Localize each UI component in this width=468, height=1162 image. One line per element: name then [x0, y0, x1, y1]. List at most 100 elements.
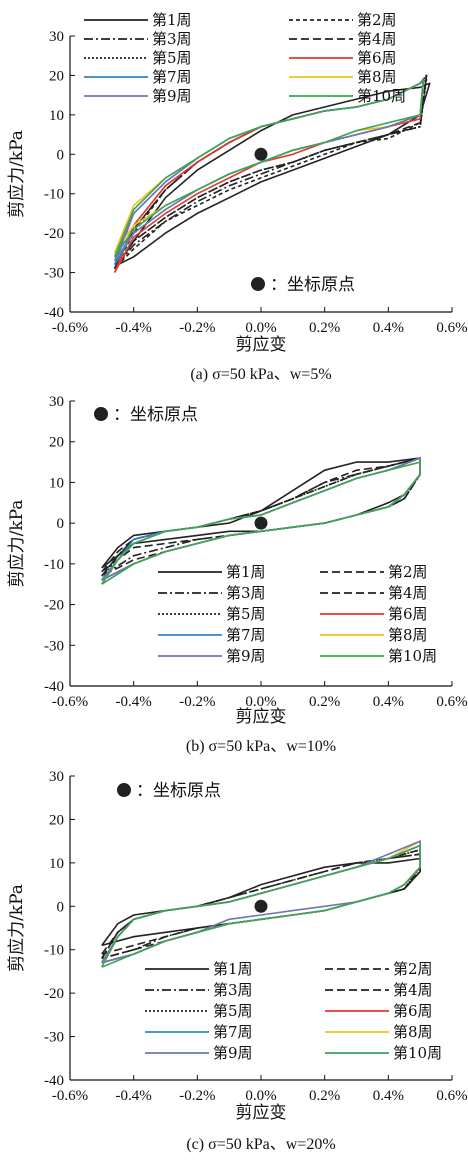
- legend-label-5: 第5周: [152, 49, 192, 67]
- y-tick-label: 10: [49, 108, 64, 124]
- x-tick-label: -0.6%: [52, 1088, 88, 1104]
- legend-label-9: 第9周: [213, 1044, 253, 1062]
- y-tick-label: -20: [44, 986, 64, 1002]
- y-tick-label: -30: [44, 266, 64, 282]
- legend-label-1: 第1周: [213, 960, 253, 978]
- y-tick-label: 30: [49, 29, 64, 45]
- legend-label-8: 第8周: [388, 626, 428, 644]
- series-line-1: [117, 82, 431, 266]
- legend-label-6: 第6周: [388, 605, 428, 623]
- y-tick-label: 10: [49, 856, 64, 872]
- x-tick-label: 0.4%: [373, 694, 404, 710]
- origin-legend-marker: [251, 277, 265, 291]
- legend-label-6: 第6周: [357, 49, 397, 67]
- x-tick-label: -0.6%: [52, 320, 88, 336]
- x-tick-label: 0.6%: [436, 694, 467, 710]
- x-tick-label: 0.2%: [309, 320, 340, 336]
- legend-label-1: 第1周: [152, 11, 192, 29]
- y-tick-label: -40: [44, 679, 64, 695]
- x-tick-label: 0.0%: [245, 1088, 276, 1104]
- legend-label-5: 第5周: [226, 605, 266, 623]
- y-tick-label: -10: [44, 943, 64, 959]
- x-tick-label: 0.0%: [245, 320, 276, 336]
- legend-label-6: 第6周: [393, 1002, 433, 1020]
- legend-label-10: 第10周: [357, 87, 406, 105]
- x-tick-label: 0.0%: [245, 694, 276, 710]
- legend-label-3: 第3周: [152, 30, 192, 48]
- y-tick-label: -30: [44, 1030, 64, 1046]
- origin-legend-label: ：坐标原点: [270, 275, 355, 295]
- x-tick-label: 0.6%: [436, 320, 467, 336]
- series-line-6: [113, 78, 425, 273]
- series-line-10: [101, 844, 422, 968]
- x-tick-label: -0.2%: [179, 694, 215, 710]
- x-axis-label: 剪应变: [236, 1103, 287, 1123]
- legend-label-5: 第5周: [213, 1002, 253, 1020]
- y-tick-label: 20: [49, 435, 64, 451]
- panel-caption: (a) σ=50 kPa、w=5%: [190, 366, 331, 383]
- legend-label-8: 第8周: [357, 68, 397, 86]
- legend-label-7: 第7周: [226, 626, 266, 644]
- legend-label-9: 第9周: [152, 87, 192, 105]
- x-tick-label: -0.2%: [179, 1088, 215, 1104]
- x-tick-label: -0.4%: [116, 1088, 152, 1104]
- x-tick-label: 0.2%: [309, 694, 340, 710]
- x-tick-label: 0.6%: [436, 1088, 467, 1104]
- y-tick-label: -10: [44, 557, 64, 573]
- y-tick-label: 0: [57, 147, 65, 163]
- series-line-10: [113, 78, 425, 258]
- series-line-10: [101, 461, 422, 585]
- origin-point: [254, 147, 268, 161]
- legend-label-8: 第8周: [393, 1023, 433, 1041]
- origin-legend-label: ：坐标原点: [136, 781, 221, 801]
- y-tick-label: 10: [49, 475, 64, 491]
- y-axis-label: 剪应力/kPa: [7, 130, 27, 218]
- legend-label-1: 第1周: [226, 563, 266, 581]
- panel-caption: (c) σ=50 kPa、w=20%: [186, 1136, 335, 1153]
- origin-point: [254, 899, 268, 913]
- y-tick-label: 20: [49, 68, 64, 84]
- legend-label-3: 第3周: [213, 981, 253, 999]
- legend-label-7: 第7周: [152, 68, 192, 86]
- y-tick-label: -20: [44, 226, 64, 242]
- y-axis-label: 剪应力/kPa: [7, 884, 27, 972]
- x-tick-label: -0.4%: [116, 694, 152, 710]
- legend-label-10: 第10周: [393, 1044, 442, 1062]
- y-tick-label: 0: [57, 899, 65, 915]
- x-tick-label: -0.6%: [52, 694, 88, 710]
- x-tick-label: -0.4%: [116, 320, 152, 336]
- x-axis-label: 剪应变: [236, 707, 287, 727]
- y-tick-label: 30: [49, 394, 64, 410]
- y-tick-label: -40: [44, 1073, 64, 1089]
- y-axis-label: 剪应力/kPa: [7, 500, 27, 588]
- x-axis-label: 剪应变: [236, 335, 287, 355]
- y-tick-label: 0: [57, 516, 65, 532]
- x-tick-label: 0.4%: [373, 1088, 404, 1104]
- y-tick-label: -20: [44, 598, 64, 614]
- x-tick-label: 0.4%: [373, 320, 404, 336]
- x-tick-label: -0.2%: [179, 320, 215, 336]
- legend-label-2: 第2周: [388, 563, 428, 581]
- legend-label-2: 第2周: [357, 11, 397, 29]
- origin-point: [254, 516, 268, 530]
- legend-label-10: 第10周: [388, 647, 437, 665]
- origin-legend-marker: [117, 783, 131, 797]
- legend-label-4: 第4周: [357, 30, 397, 48]
- legend-label-4: 第4周: [393, 981, 433, 999]
- legend-label-4: 第4周: [388, 584, 428, 602]
- y-tick-label: 20: [49, 812, 64, 828]
- legend-label-2: 第2周: [393, 960, 433, 978]
- x-tick-label: 0.2%: [309, 1088, 340, 1104]
- series-line-5: [113, 78, 428, 270]
- y-tick-label: -10: [44, 187, 64, 203]
- y-tick-label: 30: [49, 769, 64, 785]
- origin-legend-marker: [94, 407, 108, 421]
- series-line-9: [113, 78, 425, 262]
- y-tick-label: -30: [44, 638, 64, 654]
- y-tick-label: -40: [44, 305, 64, 321]
- legend-label-3: 第3周: [226, 584, 266, 602]
- series-line-8: [113, 78, 425, 254]
- legend-label-9: 第9周: [226, 647, 266, 665]
- panel-caption: (b) σ=50 kPa、w=10%: [186, 738, 336, 755]
